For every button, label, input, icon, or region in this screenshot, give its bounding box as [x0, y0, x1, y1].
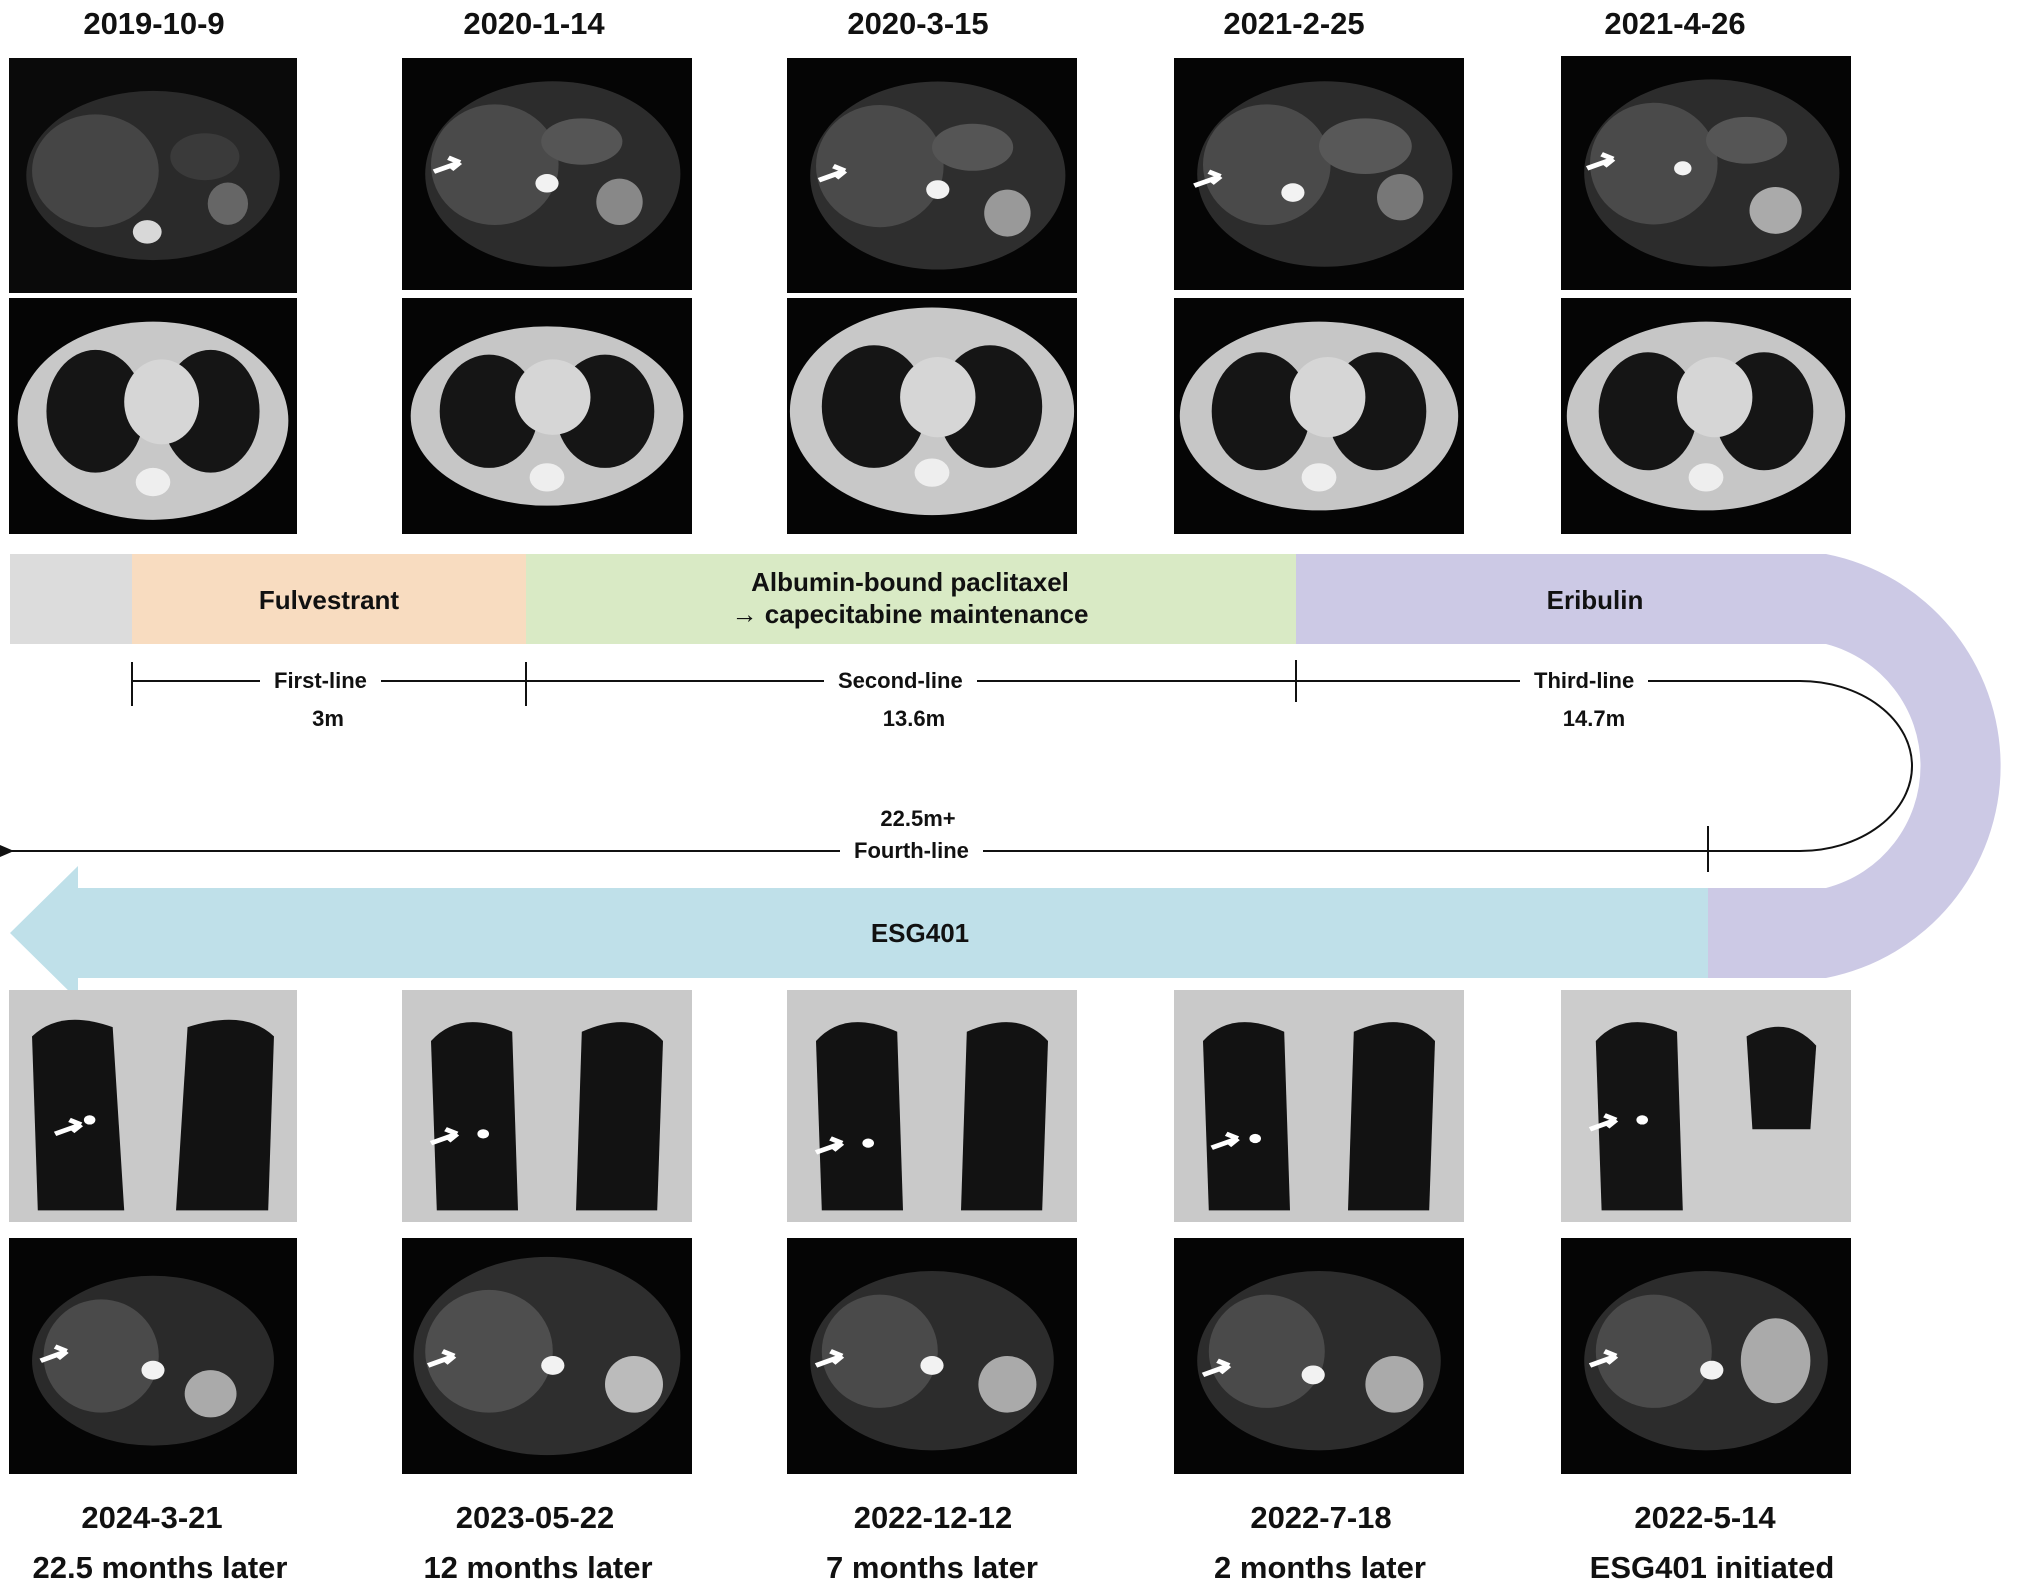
ct-chest-2020-3-15: [787, 298, 1077, 534]
bottom-caption-3: 7 months later: [826, 1550, 1038, 1585]
ct-chest-2021-4-26: [1561, 298, 1851, 534]
bottom-caption-1: 22.5 months later: [32, 1550, 288, 1585]
bottom-caption-4: 2 months later: [1214, 1550, 1426, 1585]
mri-scan-2020-3-15: [787, 58, 1077, 293]
mri-scan-2022-12-12: [787, 1238, 1077, 1474]
bottom-date-1: 2024-3-21: [81, 1500, 223, 1535]
top-date-4: 2021-2-25: [1223, 6, 1365, 41]
coronal-ct-2022-7-18: [1174, 990, 1464, 1222]
third-line-label: Third-line: [1520, 668, 1649, 694]
band-eribulin: [1296, 554, 2001, 978]
mri-scan-2024-3-21: [9, 1238, 297, 1474]
coronal-ct-2024-3-21: [9, 990, 297, 1222]
bottom-date-5: 2022-5-14: [1634, 1500, 1776, 1535]
bottom-caption-5: ESG401 initiated: [1589, 1550, 1835, 1585]
second-line-label: Second-line: [824, 668, 977, 694]
fourth-line-duration: 22.5m+: [880, 806, 956, 831]
third-line-duration: 14.7m: [1562, 706, 1626, 731]
fulvestrant-label: Fulvestrant: [258, 585, 400, 615]
bottom-date-4: 2022-7-18: [1250, 1500, 1392, 1535]
top-date-5: 2021-4-26: [1604, 6, 1746, 41]
top-date-1: 2019-10-9: [83, 6, 225, 41]
mri-scan-2021-2-25: [1174, 58, 1464, 290]
albumin-paclitaxel-label: Albumin-bound paclitaxel → capecitabine …: [560, 566, 1260, 630]
bottom-caption-2: 12 months later: [423, 1550, 653, 1585]
ct-chest-2021-2-25: [1174, 298, 1464, 534]
band-fulvestrant: [132, 554, 526, 644]
band-pretreatment: [10, 554, 132, 644]
mri-scan-2022-7-18: [1174, 1238, 1464, 1474]
second-line-duration: 13.6m: [882, 706, 946, 731]
top-date-2: 2020-1-14: [463, 6, 605, 41]
mri-scan-2020-1-14: [402, 58, 692, 290]
eribulin-label: Eribulin: [1546, 585, 1644, 615]
band-albumin-paclitaxel: [526, 554, 1296, 644]
bottom-date-2: 2023-05-22: [455, 1500, 615, 1535]
capecitabine-maintenance-line2: → capecitabine maintenance: [731, 599, 1089, 629]
first-line-label: First-line: [260, 668, 381, 694]
first-line-duration: 3m: [312, 706, 344, 731]
ct-chest-2019-10-9: [9, 298, 297, 534]
mri-scan-2023-05-22: [402, 1238, 692, 1474]
coronal-ct-2022-12-12: [787, 990, 1077, 1222]
top-date-3: 2020-3-15: [847, 6, 989, 41]
bottom-date-3: 2022-12-12: [853, 1500, 1013, 1535]
mri-scan-2022-5-14: [1561, 1238, 1851, 1474]
esg401-label: ESG401: [870, 918, 970, 948]
fourth-line-label: Fourth-line: [840, 838, 983, 864]
coronal-ct-2022-5-14: [1561, 990, 1851, 1222]
coronal-ct-2023-05-22: [402, 990, 692, 1222]
mri-scan-2021-4-26: [1561, 56, 1851, 290]
third-line-curve: [0, 680, 1913, 863]
mri-scan-2019-10-9: [9, 58, 297, 293]
ct-chest-2020-1-14: [402, 298, 692, 534]
band-esg401: [10, 866, 1708, 1000]
albumin-paclitaxel-line1: Albumin-bound paclitaxel: [751, 567, 1069, 597]
